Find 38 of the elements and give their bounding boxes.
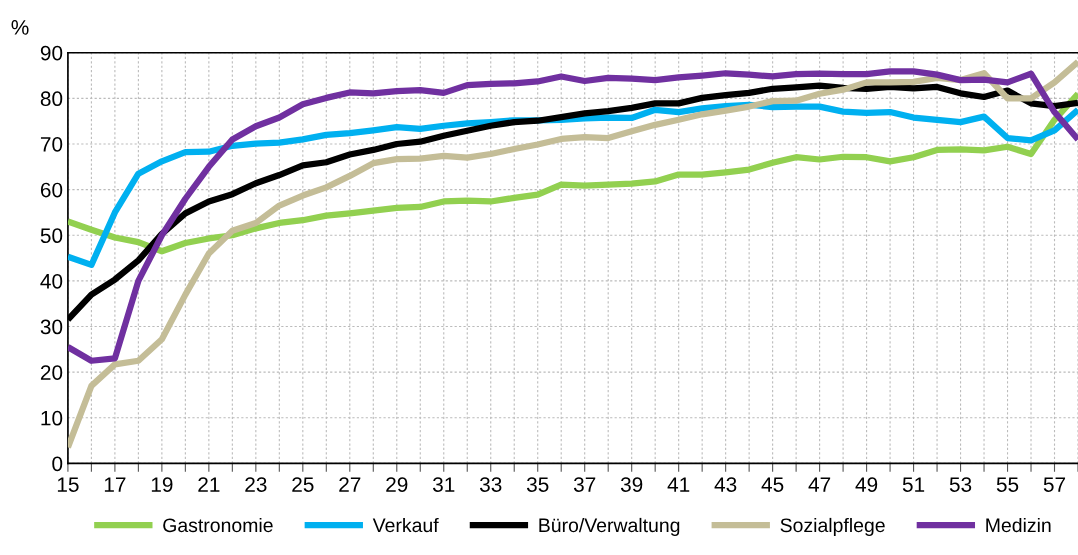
y-tick-label: 60 (40, 182, 63, 198)
legend-label: Verkauf (372, 517, 439, 533)
x-tick-label: 49 (855, 477, 878, 492)
x-tick-label: 39 (620, 477, 643, 492)
y-axis-title: % (11, 20, 29, 35)
legend-label: Sozialpflege (780, 517, 885, 537)
x-tick-label: 55 (996, 477, 1019, 492)
x-tick-label: 33 (479, 477, 502, 492)
y-tick-label: 30 (40, 319, 63, 335)
y-tick-label: 50 (40, 228, 63, 244)
x-tick-label: 45 (761, 477, 784, 492)
y-tick-label: 80 (40, 91, 63, 107)
x-tick-label: 23 (245, 477, 267, 492)
x-tick-label: 57 (1043, 477, 1066, 492)
y-tick-label: 70 (40, 136, 63, 152)
x-tick-label: 17 (104, 477, 126, 492)
y-tick-label: 0 (52, 456, 63, 472)
x-tick-label: 41 (667, 477, 690, 492)
y-tick-label: 10 (41, 410, 63, 426)
x-tick-label: 37 (573, 477, 596, 492)
x-tick-label: 29 (386, 477, 408, 492)
x-tick-label: 31 (432, 477, 455, 492)
y-tick-label: 90 (40, 45, 63, 61)
x-tick-label: 43 (714, 477, 737, 492)
x-tick-label: 47 (808, 477, 831, 492)
x-tick-label: 51 (902, 477, 925, 492)
x-tick-label: 21 (198, 477, 220, 492)
x-tick-label: 15 (57, 477, 79, 492)
x-tick-label: 27 (339, 477, 361, 492)
legend-label: Gastronomie (163, 517, 273, 533)
legend-label: Büro/Verwaltung (539, 517, 680, 537)
x-tick-label: 53 (949, 477, 972, 492)
y-tick-label: 40 (40, 273, 63, 289)
x-tick-label: 25 (292, 477, 314, 492)
legend-label: Medizin (986, 517, 1051, 533)
x-tick-label: 19 (151, 477, 173, 492)
x-tick-label: 35 (526, 477, 549, 492)
y-tick-label: 20 (40, 365, 63, 380)
